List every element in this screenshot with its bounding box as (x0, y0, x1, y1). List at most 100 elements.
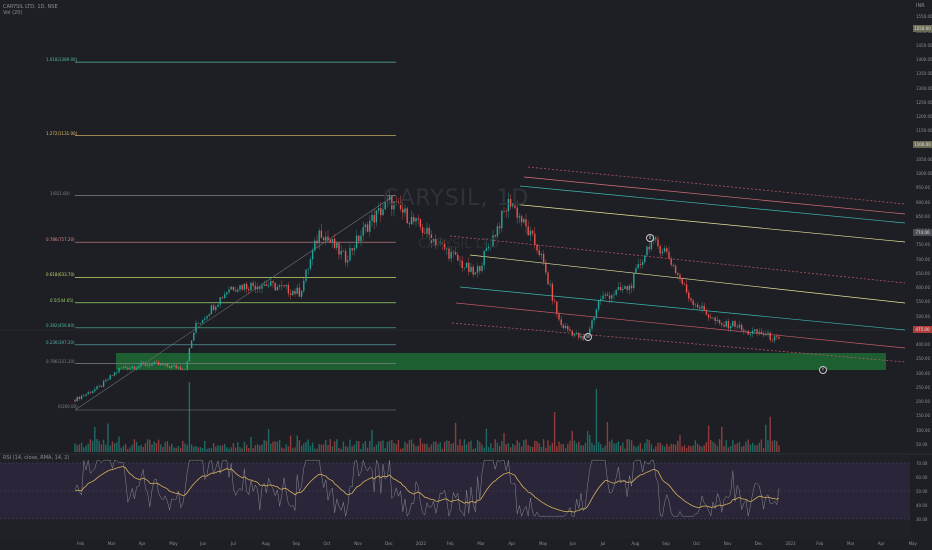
volume-legend[interactable]: Vol (20) (3, 10, 23, 16)
candle-body (331, 238, 334, 243)
volume-bar (329, 439, 331, 452)
candle-body (549, 284, 551, 285)
candle-body (391, 196, 393, 210)
time-tick: Jun (569, 541, 577, 546)
volume-bar (483, 447, 485, 452)
volume-bar (184, 443, 186, 452)
candle-body (274, 282, 276, 291)
volume-bar (679, 435, 681, 452)
candle-body (622, 288, 624, 291)
candle-body (536, 244, 538, 251)
rsi-legend[interactable]: RSI (14, close, RMA, 14, 2) (3, 455, 70, 461)
channel-line-0 (527, 166, 906, 205)
candle-body (637, 264, 639, 269)
volume-bar (710, 440, 712, 452)
volume-bar (285, 444, 287, 452)
candle-body (241, 285, 243, 290)
volume-bar (773, 439, 776, 452)
candle-body (619, 286, 622, 291)
candle-body (289, 293, 292, 295)
candle-body (256, 287, 259, 290)
candle-body (663, 248, 666, 252)
currency-label: INR (916, 3, 925, 9)
volume-bar (179, 447, 182, 452)
volume-bar (362, 443, 364, 452)
candle-body (457, 254, 459, 261)
volume-bar (562, 444, 565, 452)
volume-bar (549, 445, 551, 452)
volume-bar (747, 439, 749, 452)
candle-body (672, 264, 675, 266)
symbol-watermark: CARYSIL, 1D (383, 186, 530, 211)
volume-bar (380, 441, 382, 452)
candle-body (681, 279, 683, 284)
candle-body (481, 265, 483, 272)
candle-body (336, 242, 338, 248)
volume-bar (131, 444, 133, 452)
volume-bar (188, 382, 191, 452)
candle-body (186, 361, 188, 370)
volume-bar (239, 447, 241, 452)
volume-bar (113, 443, 116, 452)
candle-body (230, 286, 232, 290)
volume-bar (127, 448, 129, 452)
volume-bar (589, 434, 591, 452)
candle-body (131, 366, 133, 368)
volume-bar (358, 441, 360, 452)
candle-body (91, 391, 94, 394)
volume-bar (450, 444, 452, 452)
volume-bar (155, 443, 158, 452)
volume-bar (417, 445, 419, 452)
volume-bar (415, 446, 417, 452)
volume-bar (261, 444, 263, 452)
volume-bar (226, 447, 228, 452)
candle-body (639, 264, 642, 265)
symbol-legend[interactable]: CARYSIL LTD, 1D, NSE (3, 4, 58, 10)
volume-bar (364, 440, 367, 452)
candle-body (250, 282, 252, 291)
candle-body (212, 305, 215, 311)
volume-bar (479, 441, 481, 452)
price-tick: 1350.00 (916, 71, 932, 77)
wave-label-w[interactable]: W (584, 333, 592, 341)
volume-bar (122, 445, 125, 452)
candle-body (690, 298, 692, 301)
volume-bar (281, 447, 283, 452)
time-tick: Sep (662, 541, 670, 546)
candle-body (261, 285, 263, 289)
candle-body (360, 235, 362, 242)
volume-bar (234, 447, 237, 452)
candle-body (699, 307, 701, 309)
candle-body (545, 262, 547, 273)
volume-bar (426, 443, 428, 452)
candle-body (714, 317, 716, 321)
candle-body (461, 260, 463, 269)
volume-bar (318, 444, 320, 452)
volume-bar (254, 445, 257, 452)
time-tick: Dec (754, 541, 763, 546)
rsi-tick: 50.00 (916, 489, 928, 494)
candle-body (254, 285, 257, 290)
candle-body (578, 332, 580, 338)
candle-body (325, 236, 327, 241)
volume-bar (439, 442, 441, 452)
price-tick: 250.00 (916, 384, 930, 390)
candle-body (265, 284, 268, 286)
time-tick: Nov (354, 541, 362, 546)
volume-bar (778, 445, 780, 452)
volume-bar (714, 443, 716, 452)
wave-label-x[interactable]: X (646, 234, 654, 242)
volume-bar (613, 443, 615, 452)
volume-bar (721, 426, 723, 452)
candle-body (413, 216, 415, 222)
name-watermark: CARYSIL LTD (418, 237, 499, 252)
volume-bar (650, 444, 653, 452)
candle-body (758, 331, 760, 333)
candle-body (494, 235, 496, 237)
wave-label-y[interactable]: Y (819, 366, 827, 374)
candle-body (611, 295, 613, 299)
fib-zero-label: 0(200.00) (58, 404, 78, 409)
volume-bar (193, 446, 195, 452)
price-tick: 1000.00 (916, 171, 932, 176)
